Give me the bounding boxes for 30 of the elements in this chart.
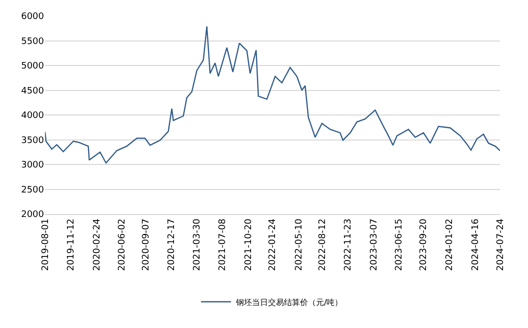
y-tick-label: 2500: [21, 185, 44, 196]
x-tick-label: 2020-12-17: [166, 218, 177, 271]
x-tick-label: 2023-03-07: [370, 218, 380, 271]
legend-label: 钢坯当日交易结算价（元/吨）: [235, 298, 343, 307]
x-tick-label: 2020-06-02: [117, 218, 128, 271]
y-tick-label: 4000: [21, 111, 44, 122]
y-tick-label: 2000: [21, 210, 44, 220]
y-tick-label: 3000: [21, 160, 44, 171]
x-tick-label: 2021-10-20: [244, 218, 254, 271]
x-tick-label: 2020-02-24: [92, 218, 103, 271]
x-tick-label: 2024-07-24: [496, 218, 506, 271]
y-tick-label: 5500: [21, 36, 44, 47]
y-tick-label: 6000: [21, 12, 44, 22]
x-tick-label: 2022-05-10: [294, 218, 304, 271]
line-series: [45, 26, 500, 164]
x-tick-label: 2023-06-15: [394, 218, 405, 271]
x-tick-label: 2021-07-08: [218, 218, 228, 271]
x-tick-label: 2022-08-12: [318, 218, 328, 271]
x-tick-label: 2022-01-24: [268, 218, 278, 271]
x-tick-label: 2024-01-02: [444, 218, 455, 271]
x-tick-label: 2019-08-01: [40, 218, 51, 271]
y-tick-label: 3500: [21, 136, 44, 146]
y-tick-label: 4500: [21, 86, 44, 96]
x-tick-label: 2019-11-12: [66, 218, 77, 271]
x-tick-label: 2023-09-20: [418, 218, 429, 271]
y-tick-label: 5000: [21, 62, 44, 72]
x-tick-label: 2024-04-16: [471, 218, 482, 271]
x-tick-label: 2020-09-07: [142, 218, 152, 271]
x-tick-label: 2022-11-23: [344, 218, 354, 271]
x-tick-label: 2021-03-30: [192, 218, 203, 271]
